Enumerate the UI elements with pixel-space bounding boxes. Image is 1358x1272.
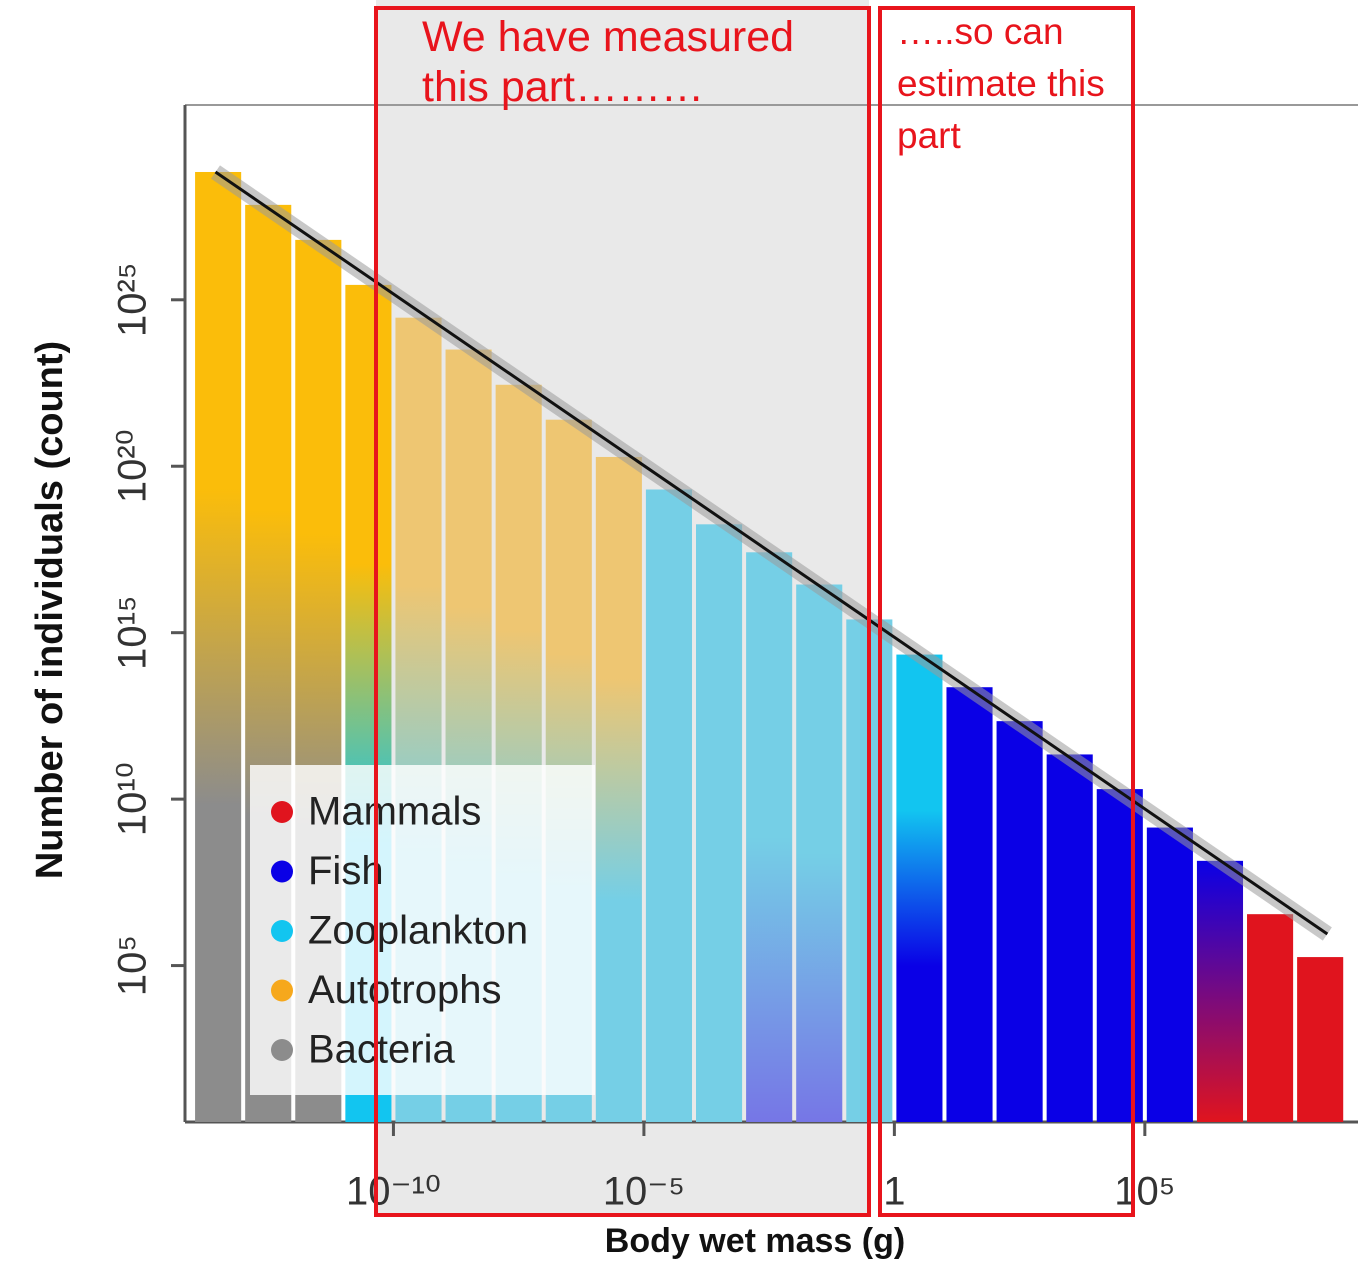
bar xyxy=(596,457,642,1122)
y-tick-label: 10¹⁰ xyxy=(111,762,155,836)
bar xyxy=(1197,861,1243,1122)
x-tick-label: 10⁻⁵ xyxy=(603,1170,685,1214)
annotation-text: We have measured this part……… xyxy=(422,12,862,112)
y-tick-label: 10²⁵ xyxy=(111,263,155,337)
legend-marker xyxy=(271,801,293,823)
legend-marker xyxy=(271,980,293,1002)
bar xyxy=(746,552,792,1122)
y-tick-label: 10¹⁵ xyxy=(111,595,155,669)
bar xyxy=(696,524,742,1122)
bar xyxy=(1097,789,1143,1122)
bar xyxy=(1297,957,1343,1122)
y-tick-label: 10⁵ xyxy=(111,935,155,996)
legend-label: Bacteria xyxy=(308,1028,455,1072)
legend-label: Zooplankton xyxy=(308,909,528,953)
x-tick-label: 1 xyxy=(883,1170,905,1214)
bar xyxy=(195,172,241,1122)
bar xyxy=(1147,828,1193,1122)
legend-label: Fish xyxy=(308,849,384,893)
legend-label: Mammals xyxy=(308,790,481,834)
y-axis-label: Number of individuals (count) xyxy=(29,341,71,879)
annotation-text: …..so can estimate this part xyxy=(897,6,1122,162)
bar xyxy=(896,655,942,1122)
x-axis-label: Body wet mass (g) xyxy=(605,1222,905,1260)
x-tick-label: 10⁻¹⁰ xyxy=(346,1170,441,1214)
bar xyxy=(796,585,842,1122)
legend-marker xyxy=(271,920,293,942)
legend-marker xyxy=(271,861,293,883)
bar xyxy=(1247,914,1293,1122)
bar xyxy=(646,490,692,1122)
legend-label: Autotrophs xyxy=(308,968,501,1012)
legend-marker xyxy=(271,1039,293,1061)
bar xyxy=(997,721,1043,1122)
y-tick-label: 10²⁰ xyxy=(111,429,155,503)
x-tick-label: 10⁵ xyxy=(1114,1170,1175,1214)
bar xyxy=(1047,754,1093,1122)
bar xyxy=(946,687,992,1122)
